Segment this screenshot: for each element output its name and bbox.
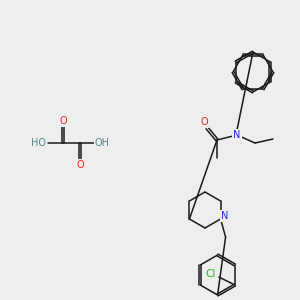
Text: HO: HO <box>32 138 46 148</box>
Text: O: O <box>200 117 208 127</box>
Text: Cl: Cl <box>206 269 216 279</box>
Text: O: O <box>59 116 67 126</box>
Text: N: N <box>233 130 241 140</box>
Text: O: O <box>76 160 84 170</box>
Text: N: N <box>221 211 228 221</box>
Text: OH: OH <box>94 138 110 148</box>
